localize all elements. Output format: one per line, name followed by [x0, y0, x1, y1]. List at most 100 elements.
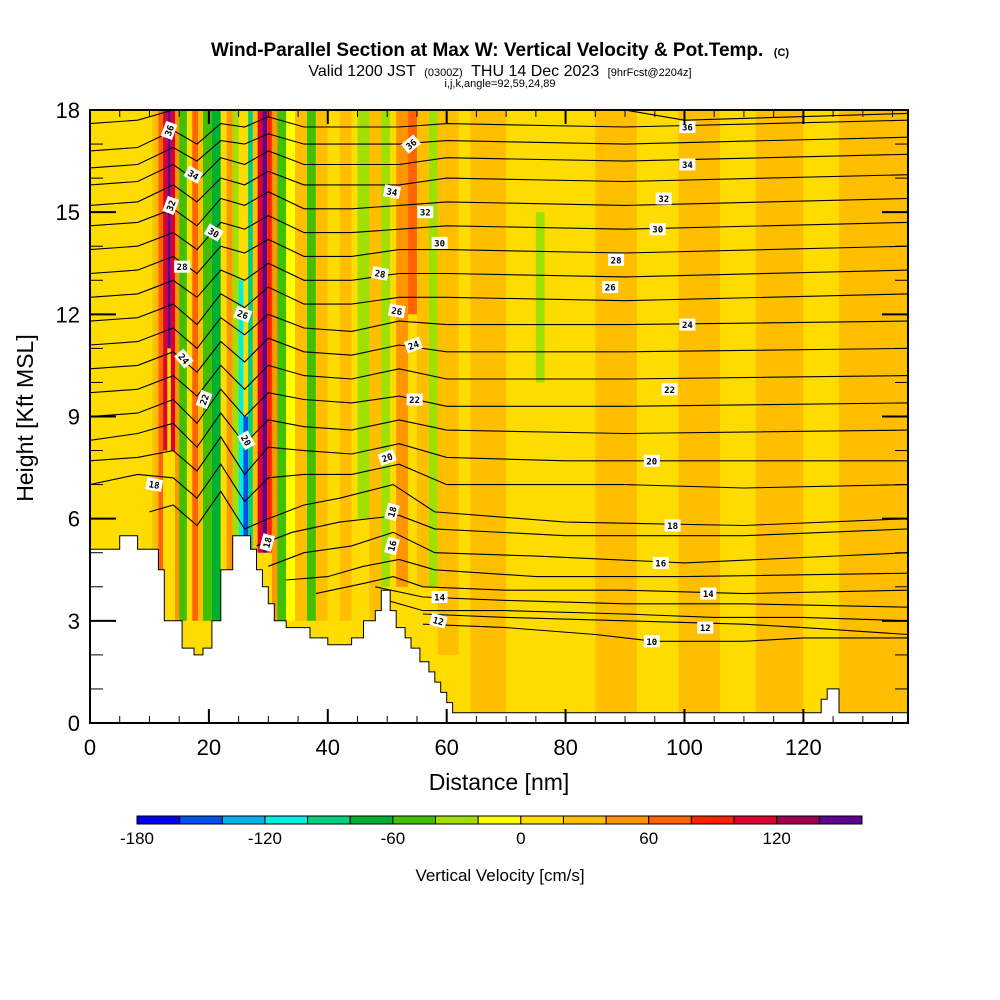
contour-label-bg: [679, 158, 696, 171]
contour-label-bg: [383, 184, 401, 199]
y-tick-label: 6: [68, 507, 80, 532]
contour-label-1: 34: [183, 165, 204, 184]
x-tick-label: 120: [785, 735, 822, 760]
velocity-band-3: [158, 110, 164, 621]
x-tick-label: 0: [84, 735, 96, 760]
contour-label-24: 36: [679, 121, 696, 134]
contour-label-bg: [652, 556, 669, 569]
contour-label-23: 12: [429, 612, 448, 629]
isentrope-28: [90, 238, 908, 275]
contour-label-text: 24: [407, 340, 421, 353]
colorbar-cell-1: [179, 815, 223, 825]
contour-label-bg: [700, 587, 717, 600]
isentrope-26: [90, 286, 908, 326]
velocity-band-20: [252, 110, 258, 553]
colorbar-cell-5: [349, 815, 394, 825]
isentrope-25: [90, 313, 908, 350]
contour-label-0: 36: [160, 120, 178, 140]
colorbar-title: Vertical Velocity [cm/s]: [415, 866, 584, 885]
velocity-band-16: [232, 110, 239, 553]
contour-label-3: 30: [203, 223, 224, 242]
contour-label-text: 30: [206, 227, 220, 241]
contour-label-bg: [387, 303, 406, 319]
velocity-band-15: [226, 110, 233, 621]
contour-label-bg: [377, 449, 397, 466]
velocity-band-22: [262, 110, 268, 553]
isentrope-15: [286, 558, 908, 581]
velocity-band-30: [327, 110, 340, 621]
chart-title-main: Wind-Parallel Section at Max W: Vertical…: [211, 40, 763, 61]
contour-label-bg: [174, 260, 191, 273]
contour-label-bg: [661, 383, 678, 396]
contour-label-19: 20: [377, 449, 397, 466]
contour-label-bg: [664, 519, 681, 532]
contour-label-text: 26: [390, 307, 402, 319]
contour-label-bg: [406, 393, 423, 406]
contour-label-text: 26: [235, 309, 249, 322]
contour-label-bg: [259, 533, 276, 552]
isentrope-12: [387, 599, 908, 622]
contour-label-10: 18: [259, 533, 276, 552]
isentrope-27: [90, 262, 908, 299]
velocity-band-44: [535, 212, 545, 383]
colorbar-cells: [136, 815, 863, 825]
contour-label-bg: [403, 336, 423, 354]
index-line: i,j,k,angle=92,59,24,89: [444, 78, 555, 90]
contour-label-text: 20: [238, 434, 252, 448]
contour-label-bg: [608, 253, 625, 266]
contour-label-bg: [417, 206, 434, 219]
contour-label-text: 34: [185, 169, 200, 183]
velocity-band-40: [437, 110, 459, 655]
contour-label-text: 30: [652, 226, 663, 236]
velocity-band-39: [428, 110, 438, 587]
x-tick-label: 60: [434, 735, 458, 760]
isentrope-18: [149, 484, 908, 530]
contour-label-36: 12: [697, 621, 714, 634]
y-tick-label: 9: [68, 405, 80, 430]
contour-label-text: 18: [667, 522, 678, 532]
contour-label-33: 18: [664, 519, 681, 532]
velocity-band-45: [544, 110, 596, 723]
colorbar-tick-label: 60: [639, 829, 658, 848]
contour-label-bg: [371, 266, 390, 281]
contour-label-16: 26: [387, 303, 406, 319]
contour-label-text: 36: [682, 124, 693, 134]
velocity-band-5: [167, 110, 171, 349]
x-tick-label: 20: [197, 735, 221, 760]
contour-label-text: 18: [262, 536, 274, 549]
velocity-band-31: [339, 110, 352, 621]
colorbar-cell-14: [733, 815, 778, 825]
velocity-band-49: [720, 110, 756, 723]
contour-label-bg: [431, 236, 448, 249]
contour-label-bg: [401, 134, 421, 154]
contour-label-text: 24: [682, 321, 693, 331]
colorbar-cell-12: [648, 815, 692, 825]
isentrope-33: [90, 133, 908, 169]
contour-label-text: 34: [386, 187, 399, 199]
contour-label-25: 34: [679, 158, 696, 171]
contour-label-18: 22: [406, 393, 423, 406]
contour-label-bg: [643, 454, 660, 467]
x-tick-label: 100: [666, 735, 703, 760]
contour-label-7: 22: [195, 389, 213, 410]
contour-label-text: 28: [374, 269, 386, 281]
contour-label-text: 18: [148, 480, 160, 492]
velocity-band-36: [396, 110, 409, 587]
colorbar-cell-13: [690, 815, 735, 825]
subtitle-date: THU 14 Dec 2023: [471, 63, 599, 80]
contour-label-text: 12: [431, 616, 444, 628]
contour-label-bg: [145, 477, 164, 492]
y-axis-label: Height [Kft MSL]: [12, 334, 38, 501]
colorbar-tick-labels: -180 -120 -60 0 60 120: [120, 829, 791, 848]
chart-title-suffix: (C): [774, 47, 790, 59]
contour-label-26: 32: [655, 192, 672, 205]
colorbar: -180 -120 -60 0 60 120 Vertical Velocity [cm/…: [120, 815, 863, 885]
contour-label-bg: [679, 318, 696, 331]
contour-label-text: 36: [164, 124, 177, 138]
isentrope-31: [90, 170, 908, 206]
contour-label-20: 18: [384, 502, 400, 522]
contour-label-12: 34: [383, 184, 401, 199]
y-tick-label: 0: [68, 711, 80, 736]
